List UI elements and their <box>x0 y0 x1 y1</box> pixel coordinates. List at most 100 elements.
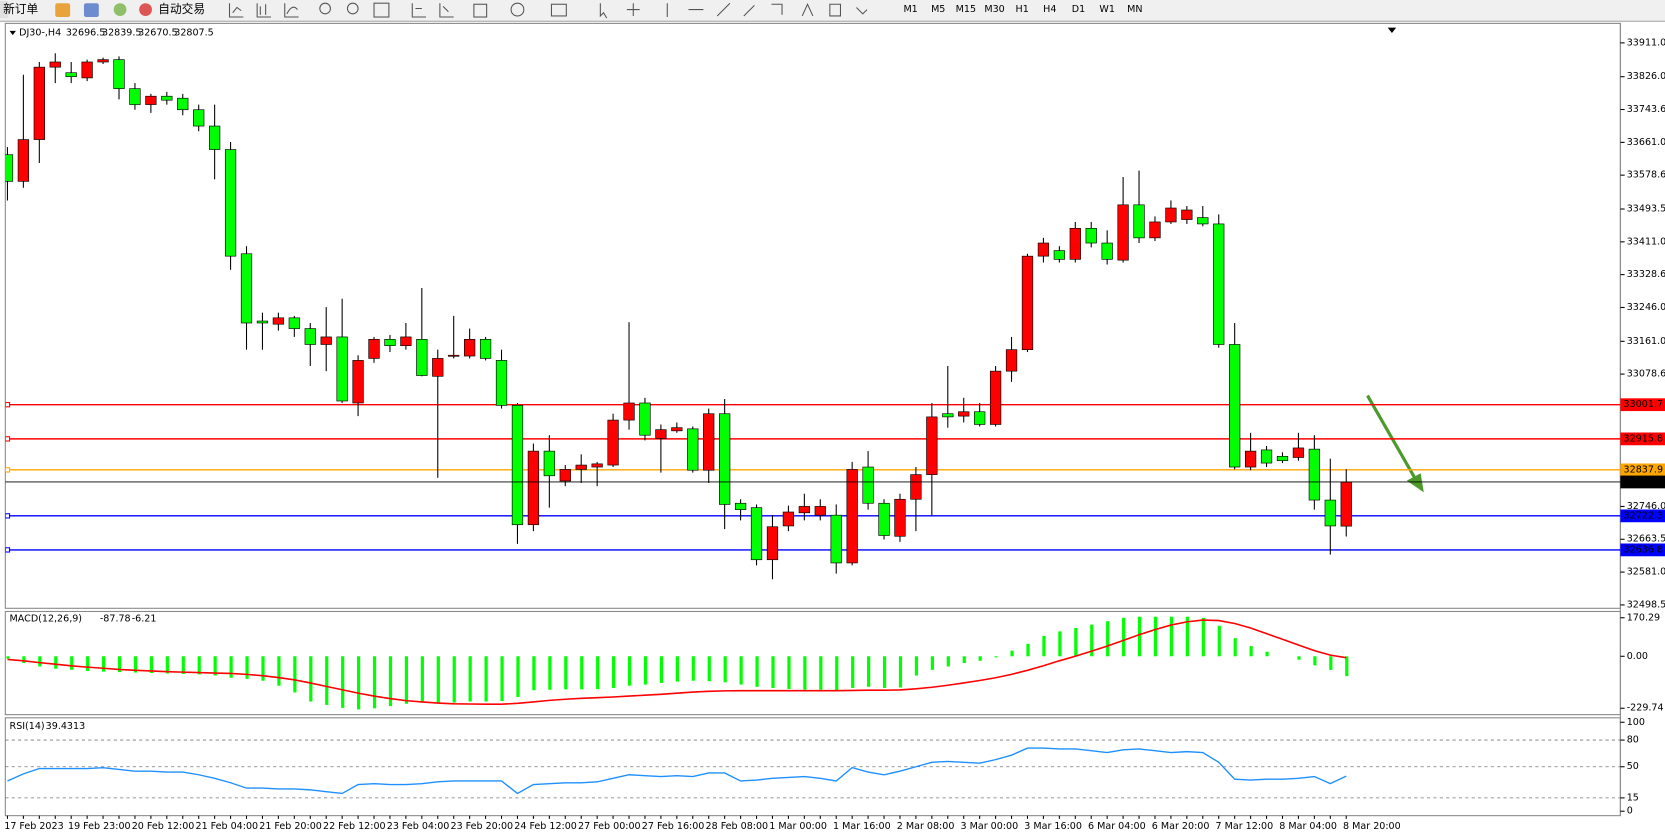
macd-bar <box>1265 651 1269 657</box>
timeframe-button[interactable]: W1 <box>1099 4 1115 15</box>
icon[interactable] <box>743 2 868 17</box>
candle-body <box>1117 204 1129 261</box>
macd-bar <box>277 656 281 686</box>
macd-panel <box>4 610 1621 716</box>
timeframe-button[interactable]: M15 <box>956 4 976 15</box>
candle-body <box>495 360 508 406</box>
candle-body <box>734 502 747 510</box>
y-tick-label: -229.74 <box>1627 703 1664 714</box>
header-open: 32696.5 <box>66 27 105 38</box>
y-tick-label: 32746.0 <box>1627 501 1665 512</box>
y-tick-label: 0.00 <box>1627 651 1648 662</box>
icon[interactable] <box>473 3 488 18</box>
icon[interactable] <box>510 2 525 17</box>
icon[interactable] <box>411 3 427 18</box>
candle-body <box>1213 223 1225 345</box>
macd-bar <box>1185 616 1189 657</box>
candle-body <box>272 317 285 325</box>
y-tick-label: 33743.6 <box>1627 104 1665 115</box>
price-tag-label: 32807.5 <box>1624 476 1663 487</box>
timeframe-button[interactable]: H1 <box>1016 4 1029 15</box>
auto-trading-button[interactable]: 自动交易 <box>139 2 205 16</box>
icon[interactable] <box>83 3 99 18</box>
macd-bar <box>516 656 520 697</box>
timeframe-button[interactable]: H4 <box>1043 4 1056 15</box>
price-tag-label: 32722.3 <box>1624 510 1663 521</box>
icon[interactable] <box>550 3 567 17</box>
candle-body <box>1021 255 1034 350</box>
y-tick-label: 100 <box>1627 717 1645 728</box>
y-tick-label: 33161.0 <box>1627 336 1665 347</box>
candle-body <box>97 59 109 63</box>
x-tick-label: 28 Feb 08:00 <box>706 821 769 832</box>
timeframe-button[interactable]: D1 <box>1072 4 1085 15</box>
candle-body <box>607 419 619 466</box>
icon[interactable] <box>228 3 244 18</box>
candle-body <box>336 336 348 402</box>
icon[interactable] <box>319 2 331 15</box>
macd-bar <box>309 656 313 702</box>
candle-body <box>814 506 826 516</box>
timeframe-button[interactable]: M1 <box>903 4 917 15</box>
icon[interactable] <box>284 3 299 18</box>
candle-body <box>352 360 364 404</box>
icon[interactable] <box>439 3 454 18</box>
macd-bar <box>1297 656 1301 660</box>
macd-bar <box>1345 656 1349 677</box>
icon[interactable] <box>346 2 359 15</box>
candle-body <box>1260 449 1273 464</box>
candle-body <box>591 463 603 468</box>
timeframe-button[interactable]: M30 <box>984 4 1004 15</box>
x-tick-label: 1 Mar 00:00 <box>769 821 827 832</box>
candle-body <box>224 149 237 257</box>
y-tick-label: 50 <box>1627 761 1639 772</box>
macd-bar <box>755 656 759 687</box>
macd-bar <box>468 656 472 702</box>
candle-body <box>209 125 221 150</box>
macd-bar <box>1217 625 1221 657</box>
candle-body <box>750 507 763 561</box>
shift-marker <box>1387 27 1397 33</box>
timeframe-button[interactable]: M5 <box>931 4 945 15</box>
macd-bar <box>38 656 42 667</box>
macd-bar <box>1313 656 1317 666</box>
icon[interactable] <box>55 3 71 18</box>
candle-body <box>384 339 396 347</box>
icon[interactable] <box>256 3 271 18</box>
candle-body <box>400 336 412 347</box>
y-tick-label: 33826.0 <box>1627 71 1665 82</box>
macd-title: MACD(12,26,9) <box>10 613 82 624</box>
macd-bar <box>596 656 600 690</box>
macd-bar <box>197 656 201 675</box>
icon[interactable] <box>113 3 127 16</box>
new-order-button[interactable]: 新订单 <box>0 1 39 19</box>
macd-bar <box>484 656 488 702</box>
y-tick-label: 33328.6 <box>1627 269 1665 280</box>
macd-bar <box>1169 616 1174 657</box>
icon[interactable] <box>666 2 731 18</box>
macd-bar <box>117 656 122 673</box>
toolbar-icons <box>228 2 868 19</box>
macd-bar <box>548 656 552 690</box>
timeframe-button[interactable]: MN <box>1127 4 1142 15</box>
button-bg <box>0 1 9 19</box>
macd-bar <box>133 656 138 673</box>
candle-body <box>511 405 524 526</box>
candle-body <box>161 95 173 101</box>
macd-bar <box>532 656 536 691</box>
macd-bar <box>1249 646 1253 657</box>
candle-body <box>193 109 205 127</box>
candle-body <box>145 95 157 105</box>
macd-bar <box>1106 621 1110 657</box>
candle-body <box>1229 344 1241 468</box>
candle-body <box>240 253 253 324</box>
icon[interactable] <box>599 3 640 19</box>
macd-plot: MACD(12,26,9) -87.78 -6.21 <box>6 613 1349 710</box>
y-tick-label: 33493.5 <box>1627 204 1665 215</box>
icon[interactable] <box>373 2 390 18</box>
candle-body <box>894 498 906 537</box>
macd-bar <box>1122 617 1126 657</box>
